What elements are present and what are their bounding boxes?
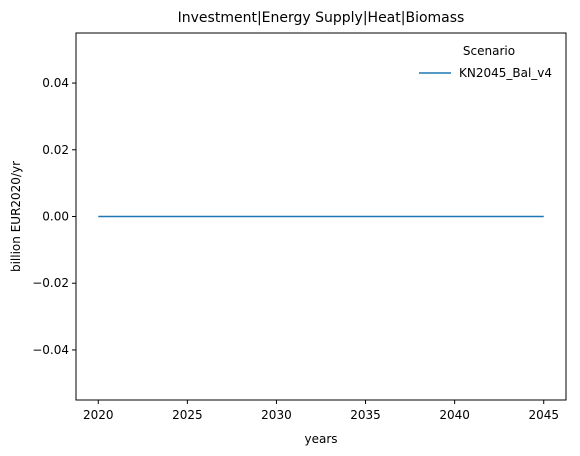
x-tick-label: 2035: [350, 408, 381, 422]
x-axis-label: years: [304, 432, 337, 446]
x-tick-label: 2040: [439, 408, 470, 422]
y-axis-label: billion EUR2020/yr: [9, 161, 23, 272]
y-tick-label: −0.02: [32, 276, 69, 290]
x-axis: 2020 2025 2030 2035 2040 2045: [83, 400, 559, 422]
legend-title: Scenario: [463, 44, 515, 58]
x-tick-label: 2030: [261, 408, 292, 422]
x-tick-label: 2025: [172, 408, 203, 422]
x-tick-label: 2045: [528, 408, 559, 422]
y-tick-label: 0.04: [42, 76, 69, 90]
chart-title: Investment|Energy Supply|Heat|Biomass: [178, 10, 465, 26]
y-tick-label: 0.00: [42, 210, 69, 224]
legend-entry-label: KN2045_Bal_v4: [459, 66, 552, 80]
x-tick-label: 2020: [83, 408, 114, 422]
y-tick-label: −0.04: [32, 343, 69, 357]
y-tick-label: 0.02: [42, 143, 69, 157]
y-axis: −0.04 −0.02 0.00 0.02 0.04: [32, 76, 76, 357]
legend: Scenario KN2045_Bal_v4: [419, 44, 552, 80]
